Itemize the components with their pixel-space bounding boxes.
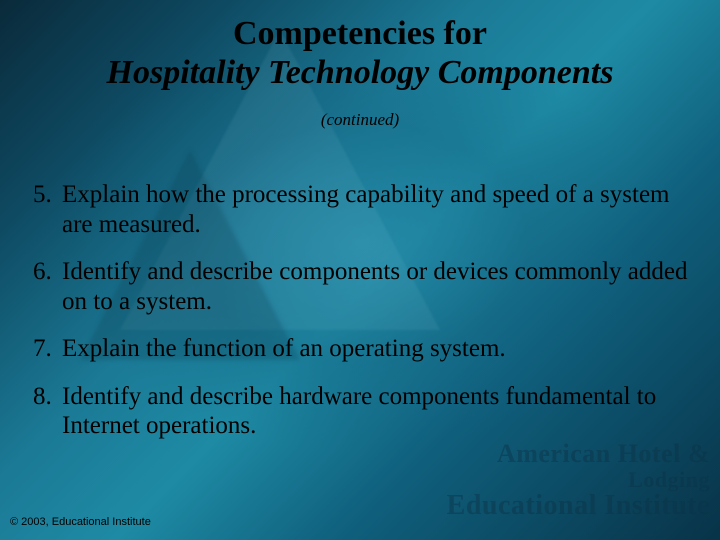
title-block: Competencies for Hospitality Technology … (0, 14, 720, 130)
competency-list: Explain how the processing capability an… (18, 180, 702, 441)
title-line-2: Hospitality Technology Components (0, 53, 720, 92)
list-item: Explain the function of an operating sys… (58, 334, 702, 364)
competency-list-container: Explain how the processing capability an… (18, 180, 702, 459)
title-line-1: Competencies for (0, 14, 720, 53)
watermark-line3: Educational Institute (447, 491, 710, 520)
list-item: Identify and describe hardware component… (58, 382, 702, 441)
list-item: Identify and describe components or devi… (58, 257, 702, 316)
list-item: Explain how the processing capability an… (58, 180, 702, 239)
slide: American Hotel & Lodging Educational Ins… (0, 0, 720, 540)
copyright: © 2003, Educational Institute (10, 516, 151, 528)
watermark-line2: Lodging (447, 468, 710, 491)
title-continued: (continued) (0, 110, 720, 130)
